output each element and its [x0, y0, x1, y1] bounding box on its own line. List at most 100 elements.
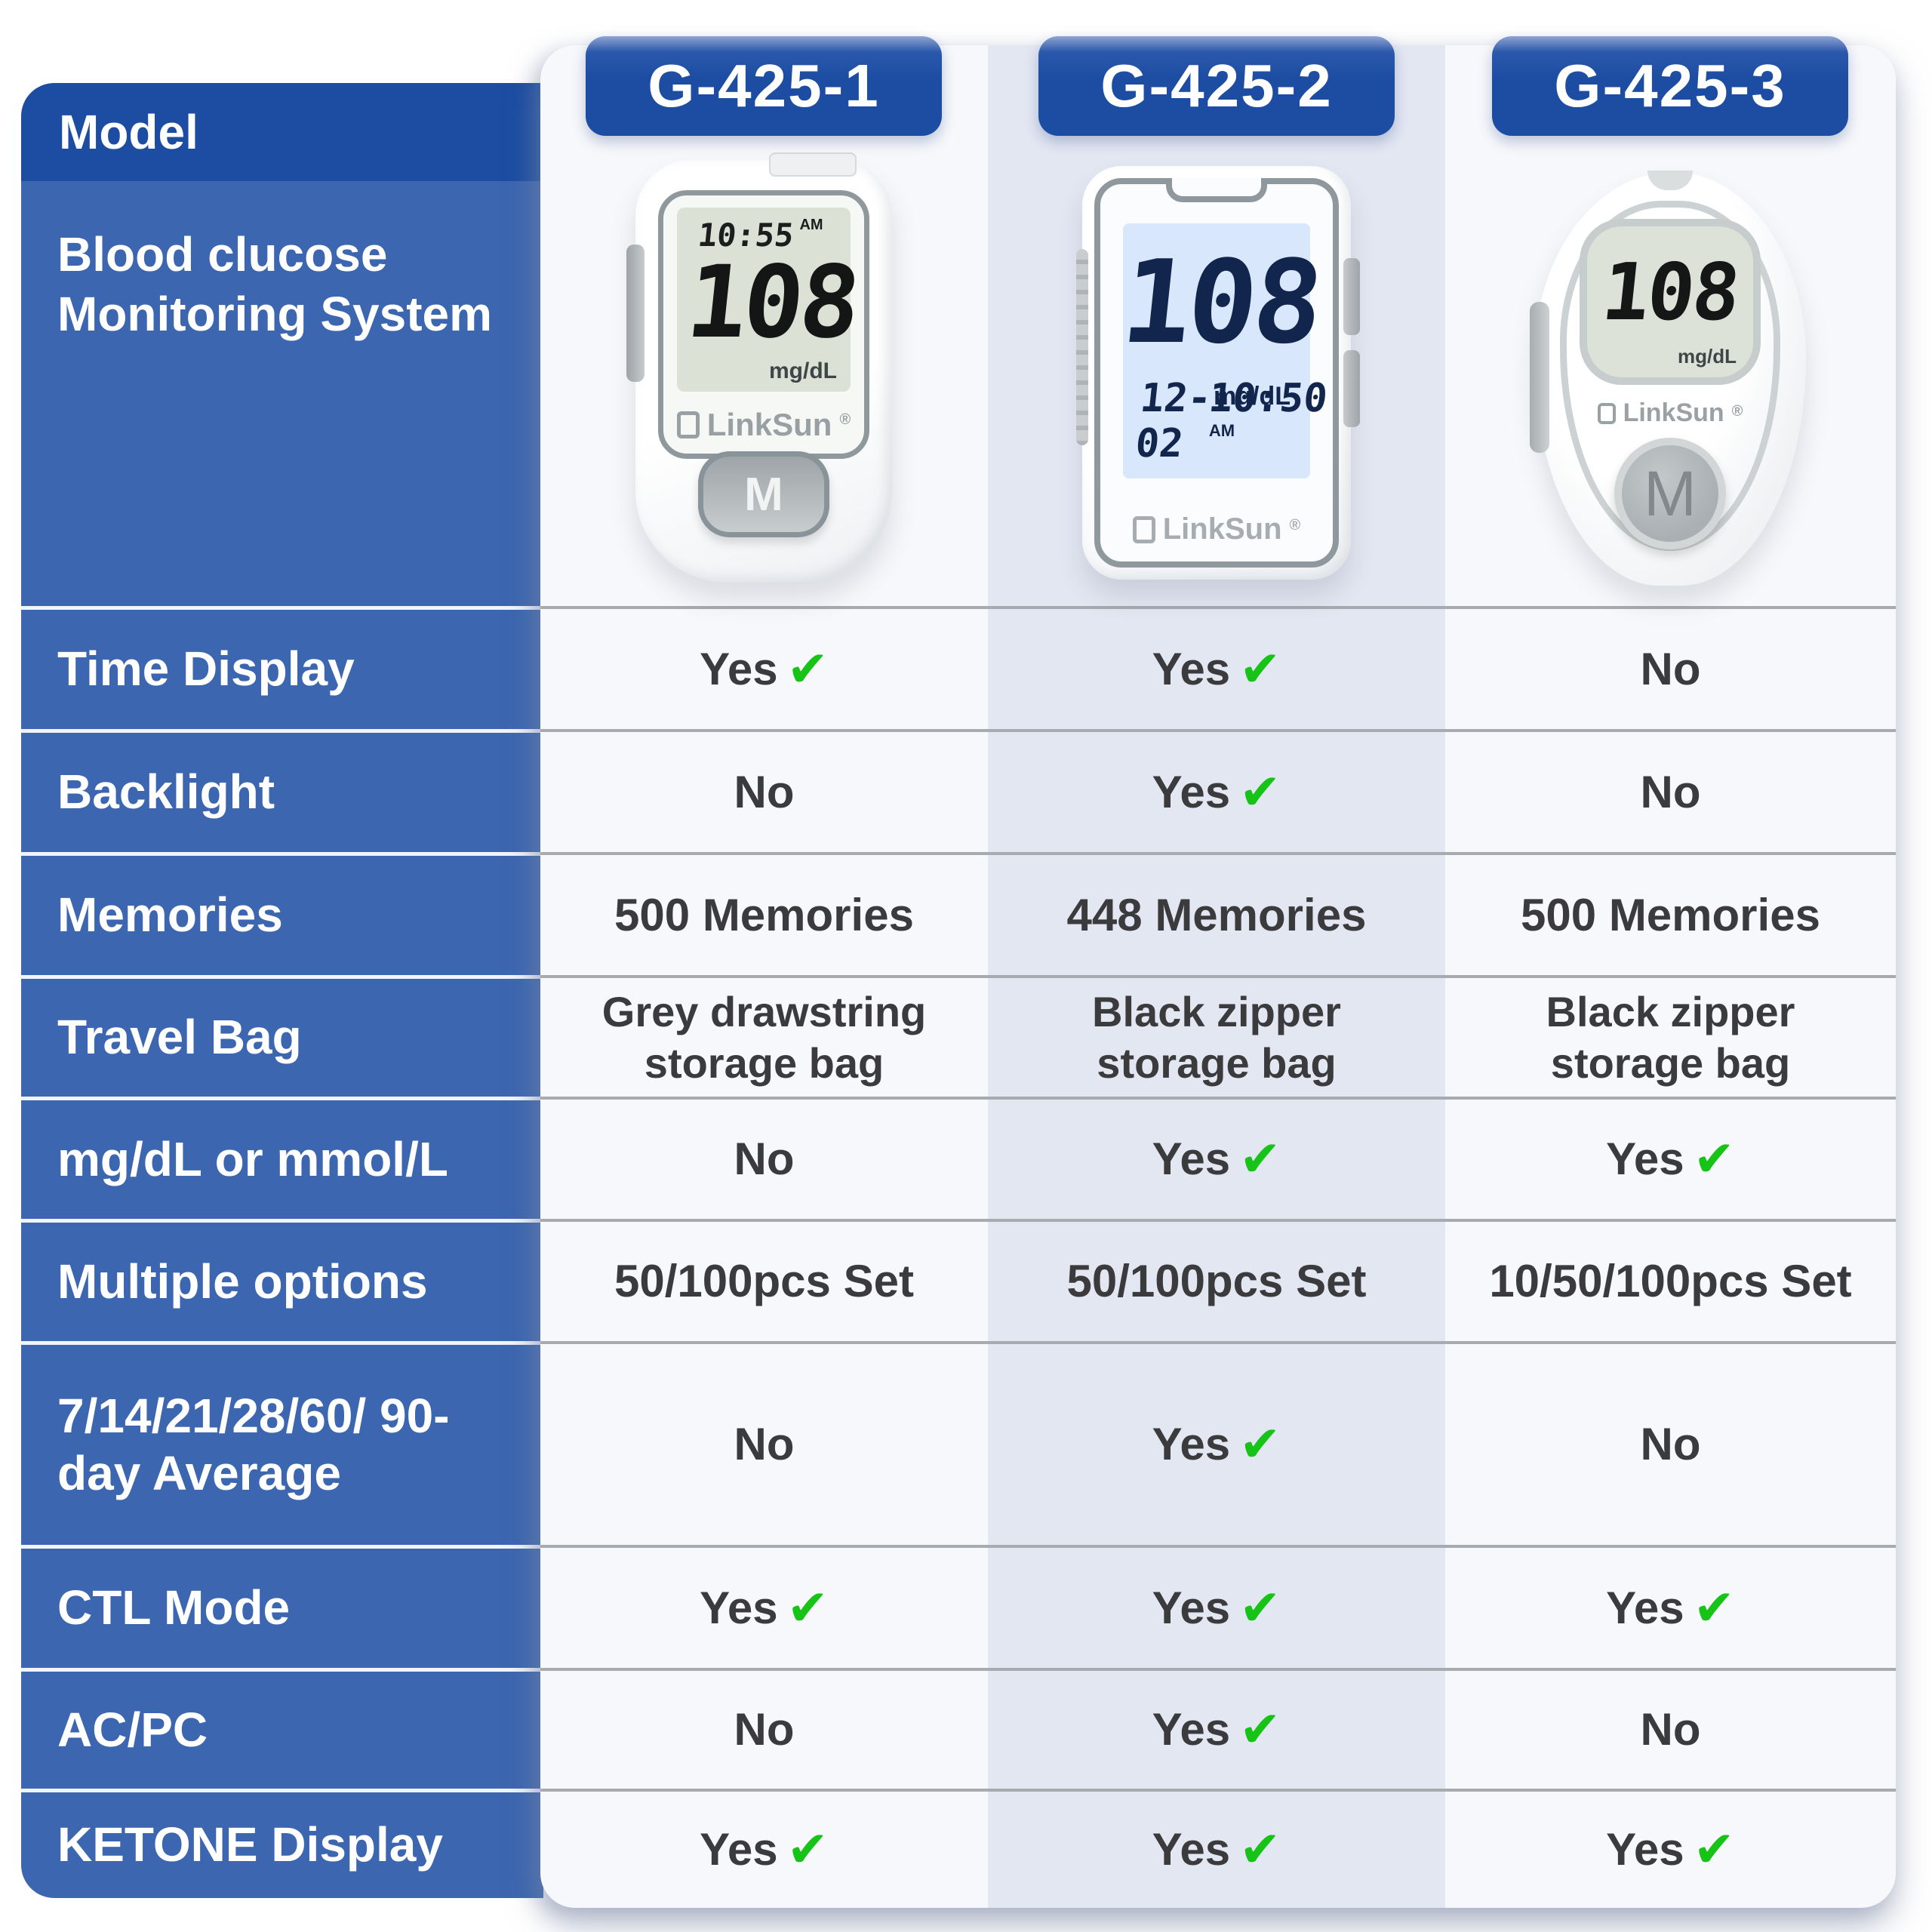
lcd-screen: 108 mg/dL 12-02 10:50AM	[1116, 223, 1330, 478]
table-cell: 500 Memories	[1445, 855, 1896, 975]
check-icon: ✔	[1239, 1821, 1281, 1878]
sidebar-row-label: Backlight	[57, 764, 275, 820]
screen-bezel: 108 mg/dL 12-02 10:50AM LinkSun ®	[1094, 178, 1339, 568]
cell-value: 50/100pcs Set	[1066, 1256, 1367, 1306]
sidebar-row-label: AC/PC	[57, 1702, 208, 1757]
cell-value: Yes	[700, 1582, 778, 1633]
linksun-logo-icon	[676, 411, 700, 438]
cell-value: 448 Memories	[1066, 889, 1367, 940]
cell-value: Yes	[1152, 1824, 1231, 1875]
lcd-unit: mg/dL	[1678, 345, 1737, 368]
lcd-screen: 108 mg/dL	[1580, 219, 1761, 385]
cell-value: No	[1640, 1419, 1701, 1469]
sidebar-row-label: Memories	[57, 888, 283, 943]
check-icon: ✔	[1693, 1821, 1735, 1878]
registered-mark: ®	[1289, 517, 1301, 534]
cell-value: No	[1640, 766, 1701, 817]
lcd-date: 12-02	[1133, 376, 1214, 466]
brand-name: LinkSun	[706, 407, 832, 442]
table-row-ctl-mode: Yes ✔ Yes ✔ Yes ✔	[540, 1545, 1896, 1668]
bezel-notch	[1166, 178, 1267, 202]
registered-mark: ®	[1731, 403, 1743, 420]
model-badge-g-425-1: G-425-1	[586, 36, 942, 136]
sidebar-row-ctl-mode: CTL Mode	[21, 1545, 543, 1668]
table-row-memories: 500 Memories 448 Memories 500 Memories	[540, 852, 1896, 975]
brand-name: LinkSun	[1162, 512, 1282, 546]
side-button	[1530, 302, 1549, 453]
section-title: Blood clucose Monitoring System	[21, 181, 543, 606]
brand-logo: LinkSun ®	[663, 407, 864, 443]
m-button-label: M	[1644, 457, 1697, 529]
table-row-backlight: No Yes ✔ No	[540, 729, 1896, 852]
model-badge-g-425-2: G-425-2	[1038, 36, 1395, 136]
check-icon: ✔	[1239, 1579, 1281, 1635]
table-row-ac-pc: No Yes ✔ No	[540, 1668, 1896, 1789]
sidebar-row-travel-bag: Travel Bag	[21, 975, 543, 1097]
cell-value: Yes	[1606, 1824, 1684, 1875]
section-title-label: Blood clucose Monitoring System	[57, 227, 493, 342]
cell-value: Grey drawstring storage bag	[601, 988, 927, 1087]
screen-bezel: 10:55 AM 108 mg/dL LinkSun ®	[658, 190, 869, 459]
table-cell: 448 Memories	[988, 855, 1445, 975]
table-cell: Grey drawstring storage bag	[540, 978, 988, 1097]
cell-value: Yes	[700, 643, 778, 694]
sidebar-row-ketone: KETONE Display	[21, 1789, 543, 1898]
lcd-glucose-value: 108	[1598, 246, 1743, 338]
table-row-travel-bag: Grey drawstring storage bag Black zipper…	[540, 975, 1896, 1097]
check-icon: ✔	[1693, 1579, 1735, 1635]
model-badge-g-425-3: G-425-3	[1492, 36, 1848, 136]
brand-logo: LinkSun ®	[1100, 512, 1333, 546]
cell-value: 500 Memories	[1521, 889, 1820, 940]
table-cell: No	[540, 732, 988, 852]
sidebar-row-multiple-options: Multiple options	[21, 1219, 543, 1341]
table-cell: Yes ✔	[1445, 1548, 1896, 1668]
lcd-unit: mg/dL	[1214, 382, 1291, 411]
cell-value: Yes	[1606, 1134, 1684, 1184]
table-cell: Yes ✔	[988, 1548, 1445, 1668]
cell-value: No	[1640, 1704, 1701, 1755]
lcd-glucose-value: 108	[681, 245, 863, 361]
cell-value: No	[734, 1134, 795, 1184]
table-cell: No	[1445, 732, 1896, 852]
cell-value: Yes	[1152, 1704, 1231, 1755]
table-row-units: No Yes ✔ Yes ✔	[540, 1097, 1896, 1219]
sidebar-row-units: mg/dL or mmol/L	[21, 1097, 543, 1219]
table-cell: No	[1445, 609, 1896, 729]
cell-value: 10/50/100pcs Set	[1489, 1256, 1852, 1306]
table-cell: Black zipper storage bag	[988, 978, 1445, 1097]
cell-value: Yes	[700, 1824, 778, 1875]
table-cell: 10/50/100pcs Set	[1445, 1222, 1896, 1341]
cell-value: No	[734, 766, 795, 817]
table-row-time-display: Yes ✔ Yes ✔ No	[540, 606, 1896, 729]
linksun-logo-icon	[1597, 402, 1616, 424]
sidebar-row-label: KETONE Display	[57, 1817, 443, 1872]
side-button	[1343, 350, 1360, 427]
check-icon: ✔	[1239, 1701, 1281, 1758]
side-grip	[1076, 249, 1088, 445]
cell-value: No	[734, 1704, 795, 1755]
sidebar-row-time-display: Time Display	[21, 606, 543, 729]
device-g-425-3: 108 mg/dL LinkSun ® M	[1530, 171, 1806, 586]
table-cell: Yes ✔	[540, 609, 988, 729]
table-cell: No	[1445, 1344, 1896, 1545]
table-cell: Yes ✔	[988, 1792, 1445, 1908]
cell-value: 500 Memories	[614, 889, 914, 940]
test-strip-slot	[768, 152, 857, 177]
cell-value: Yes	[1152, 643, 1231, 694]
table-cell: Black zipper storage bag	[1445, 978, 1896, 1097]
table-cell: Yes ✔	[988, 609, 1445, 729]
m-button: M	[698, 451, 829, 537]
brand-logo: LinkSun ®	[1534, 398, 1806, 428]
brand-name: LinkSun	[1623, 398, 1724, 427]
cell-value: Black zipper storage bag	[1546, 988, 1795, 1087]
sidebar-row-label: mg/dL or mmol/L	[57, 1131, 448, 1186]
device-g-425-1: 10:55 AM 108 mg/dL LinkSun ® M	[626, 152, 892, 583]
check-icon: ✔	[1239, 763, 1281, 820]
cell-value: Yes	[1152, 1582, 1231, 1633]
cell-value: Yes	[1152, 1134, 1231, 1184]
cell-value: Yes	[1606, 1582, 1684, 1633]
cell-value: No	[1640, 643, 1701, 694]
table-cell: Yes ✔	[988, 1100, 1445, 1219]
sidebar-row-ac-pc: AC/PC	[21, 1668, 543, 1789]
